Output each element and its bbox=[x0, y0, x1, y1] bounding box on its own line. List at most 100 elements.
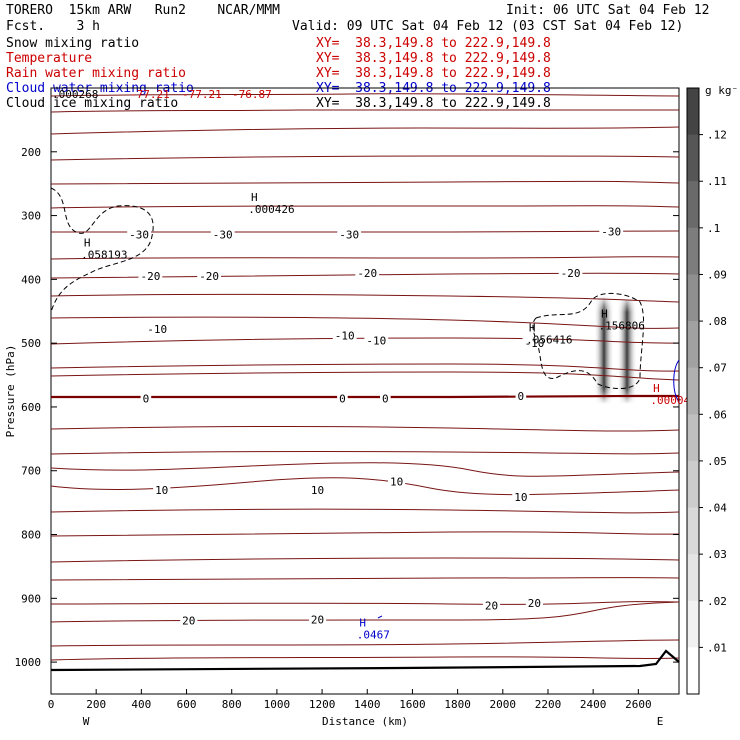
contour-label-bg bbox=[138, 269, 163, 282]
contour-label: -20 bbox=[140, 270, 160, 283]
contour-label-bg bbox=[308, 482, 327, 495]
contour-label: 20 bbox=[528, 597, 541, 610]
colorbar-swatch bbox=[687, 507, 699, 555]
snow-shading bbox=[594, 296, 637, 404]
x-tick-label: 2200 bbox=[535, 698, 562, 711]
isotherm-line bbox=[50, 639, 680, 647]
colorbar-swatch bbox=[687, 414, 699, 462]
model-title: TORERO 15km ARW Run2 NCAR/MMM bbox=[6, 3, 280, 18]
top-edge-label: -77.21 bbox=[130, 88, 170, 101]
colorbar-tick-label: .03 bbox=[707, 548, 727, 561]
contour-label-bg bbox=[515, 389, 527, 402]
isotherm-line bbox=[50, 557, 680, 563]
contour-label-bg bbox=[525, 595, 544, 608]
contour-label: 20 bbox=[182, 615, 195, 628]
contour-label: -20 bbox=[357, 267, 377, 280]
colorbar-swatch bbox=[687, 134, 699, 182]
contour-label-bg bbox=[180, 613, 198, 626]
contour-label-bg bbox=[482, 598, 501, 611]
y-tick-label: 200 bbox=[21, 146, 41, 159]
legend-xy-rain: XY= 38.3,149.8 to 222.9,149.8 bbox=[316, 66, 551, 81]
x-tick-label: 1800 bbox=[444, 698, 471, 711]
x-axis-west-label: W bbox=[83, 715, 90, 728]
contour-label: 10 bbox=[514, 491, 527, 504]
x-tick-label: 200 bbox=[86, 698, 106, 711]
colorbar-tick-label: .01 bbox=[707, 641, 727, 654]
contour-label-bg bbox=[197, 269, 222, 282]
cloud-ice-contours bbox=[50, 187, 645, 389]
colorbar-tick-label: .09 bbox=[707, 268, 727, 281]
y-axis-title: Pressure (hPa) bbox=[4, 345, 17, 438]
isotherm-line bbox=[50, 205, 680, 209]
contour-label-bg bbox=[512, 489, 530, 502]
high-marker: H bbox=[359, 616, 366, 629]
terrain-line bbox=[50, 649, 680, 672]
x-tick-label: 1200 bbox=[309, 698, 336, 711]
legend-label-temperature: Temperature bbox=[6, 51, 93, 66]
contour-label: -30 bbox=[213, 229, 233, 242]
legend-label-cloud-ice: Cloud ice mixing ratio bbox=[6, 96, 179, 111]
colorbar-unit: g kg⁻¹ bbox=[705, 84, 740, 97]
contour-label-bg bbox=[210, 227, 235, 240]
colorbar-swatch bbox=[687, 88, 699, 136]
cloud-water-contour bbox=[673, 359, 680, 403]
x-tick-label: 2400 bbox=[580, 698, 607, 711]
contour-label: -10 bbox=[335, 330, 355, 343]
forecast-hour: Fcst. 3 h bbox=[6, 19, 100, 34]
isotherm-line bbox=[50, 363, 680, 372]
colorbar-swatch bbox=[687, 227, 699, 275]
cloud-ice-contour-west bbox=[50, 187, 154, 313]
plot-frame bbox=[50, 87, 680, 695]
colorbar-swatch bbox=[687, 460, 699, 509]
colorbar-tick-label: .12 bbox=[707, 129, 727, 142]
temperature-labels: -30 -30 -30 -30 -20 -20 -20 -20 -10 -10 -10 -10 0 0 0 0… bbox=[127, 224, 624, 628]
high-marker-value: .058193 bbox=[81, 249, 127, 262]
isotherm-line bbox=[50, 425, 680, 432]
high-marker-value: .00004 bbox=[650, 394, 690, 407]
high-marker-value: .000426 bbox=[248, 203, 294, 216]
contour-label: 20 bbox=[485, 599, 498, 612]
y-tick-label: 400 bbox=[21, 273, 41, 286]
contour-label: -30 bbox=[601, 226, 621, 239]
colorbar-swatch bbox=[687, 321, 699, 369]
colorbar-swatch bbox=[687, 647, 699, 695]
isotherm-line bbox=[50, 109, 680, 113]
contour-label: -30 bbox=[129, 229, 149, 242]
isotherm-line bbox=[50, 601, 680, 623]
legend-label-rain: Rain water mixing ratio bbox=[6, 66, 187, 81]
contour-label: -30 bbox=[339, 229, 359, 242]
contour-label-bg bbox=[332, 328, 357, 341]
x-axis-title: Distance (km) bbox=[322, 715, 408, 728]
x-tick-label: 2000 bbox=[490, 698, 517, 711]
contour-label-bg bbox=[153, 482, 171, 495]
y-tick-label: 500 bbox=[21, 337, 41, 350]
x-tick-label: 0 bbox=[48, 698, 55, 711]
y-tick-label: 600 bbox=[21, 401, 41, 414]
cloud-water-tick bbox=[377, 615, 383, 619]
x-axis-east-label: E bbox=[657, 715, 664, 728]
colorbar-tick-label: .1 bbox=[707, 222, 720, 235]
colorbar: .01 .02 .03 .04 .05 .06 .07 .08 .09 .1 .11 .12 bbox=[686, 87, 727, 695]
temperature-isotherms bbox=[50, 93, 680, 661]
isotherm-line bbox=[50, 256, 680, 260]
init-time: Init: 06 UTC Sat 04 Feb 12 bbox=[506, 3, 710, 18]
valid-time: Valid: 09 UTC Sat 04 Feb 12 (03 CST Sat … bbox=[292, 19, 684, 34]
x-tick-label: 800 bbox=[222, 698, 242, 711]
contour-label: 10 bbox=[155, 484, 168, 497]
x-tick-label: 1400 bbox=[354, 698, 381, 711]
contour-label-bg bbox=[337, 227, 362, 240]
x-axis-ticks: 0 200 400 600 800 1000 1200 1400 1600 1800 2000 220… bbox=[48, 689, 652, 711]
isotherm-line bbox=[50, 316, 680, 329]
high-marker: H bbox=[601, 308, 608, 321]
isotherm-line bbox=[50, 93, 680, 97]
isotherm-line bbox=[50, 155, 680, 161]
contour-label-bg bbox=[599, 224, 624, 237]
cloud-ice-contour-east bbox=[532, 293, 645, 389]
colorbar-tick-label: .04 bbox=[707, 502, 727, 515]
high-marker: H bbox=[653, 382, 660, 395]
contour-label-bg bbox=[522, 336, 547, 349]
x-tick-label: 1000 bbox=[264, 698, 291, 711]
contour-label-bg bbox=[140, 391, 152, 404]
colorbar-swatch bbox=[687, 274, 699, 322]
contour-label: -10 bbox=[524, 337, 544, 350]
